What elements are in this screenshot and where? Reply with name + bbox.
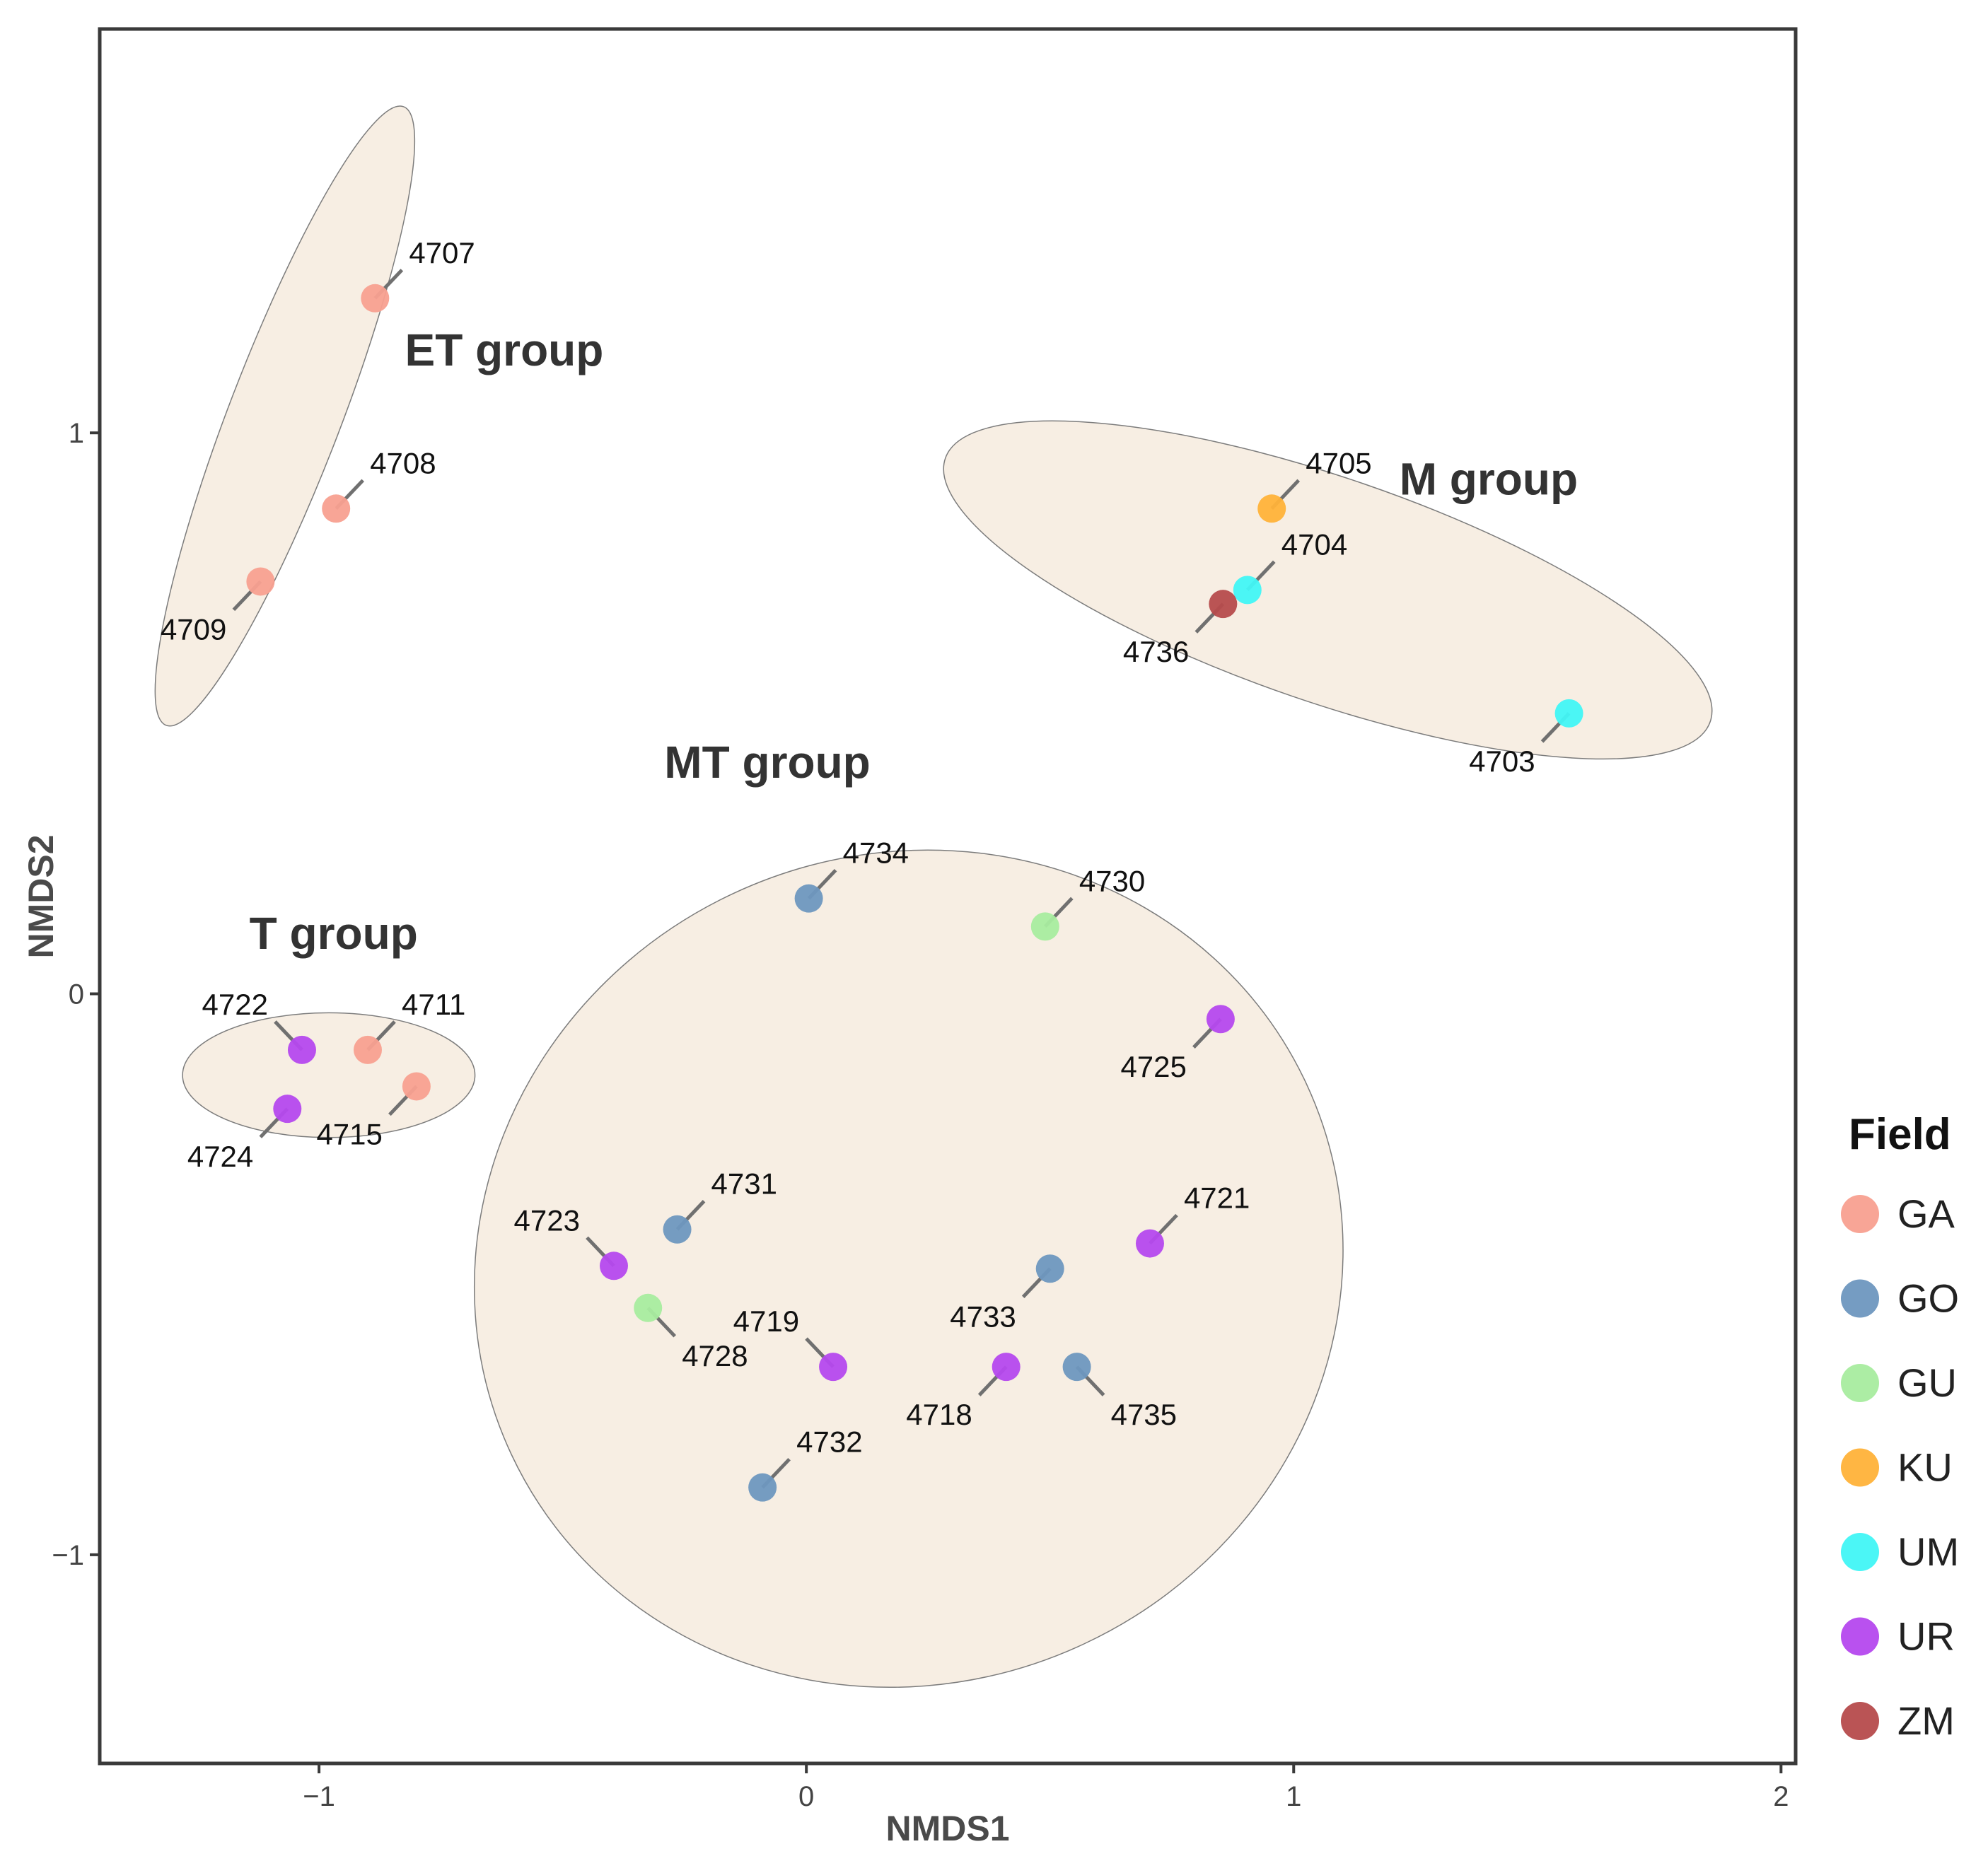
- point-label: 4731: [711, 1167, 777, 1201]
- y-tick-label: 0: [69, 979, 84, 1010]
- point-label: 4734: [843, 836, 909, 870]
- point-label: 4721: [1184, 1182, 1250, 1215]
- point-label: 4704: [1281, 527, 1347, 561]
- point-label: 4735: [1111, 1398, 1177, 1431]
- point-label: 4722: [202, 988, 268, 1021]
- legend-key-um: [1841, 1533, 1879, 1571]
- point-4711: [353, 1035, 382, 1064]
- legend-key-ur: [1841, 1617, 1879, 1656]
- point-label: 4732: [796, 1425, 862, 1459]
- x-tick-label: 0: [798, 1781, 814, 1812]
- point-4707: [361, 284, 390, 313]
- point-label: 4733: [950, 1300, 1016, 1333]
- plot-panel-border: [98, 27, 1798, 1766]
- legend-title: Field: [1849, 1110, 1951, 1159]
- point-4734: [794, 884, 823, 913]
- point-4703: [1554, 699, 1583, 728]
- point-label: 4718: [906, 1398, 972, 1431]
- m-group-label: M group: [1400, 453, 1578, 504]
- t-group-label: T group: [250, 908, 418, 959]
- t-group-ellipse: [182, 1012, 476, 1138]
- legend-label: KU: [1897, 1445, 1953, 1490]
- point-label: 4736: [1123, 635, 1189, 668]
- legend-label: GO: [1897, 1276, 1959, 1321]
- point-4736: [1209, 590, 1238, 619]
- point-label: 4705: [1306, 446, 1371, 479]
- legend-label: UM: [1897, 1529, 1959, 1574]
- point-4705: [1257, 494, 1286, 523]
- point-label: 4730: [1079, 864, 1145, 897]
- point-4719: [819, 1353, 848, 1382]
- et-group-ellipse: [154, 105, 416, 727]
- legend-key-go: [1841, 1279, 1879, 1318]
- point-label: 4709: [161, 612, 226, 646]
- legend-label: ZM: [1897, 1698, 1955, 1743]
- mt-group-label: MT group: [664, 737, 870, 788]
- point-4721: [1135, 1229, 1164, 1258]
- point-4725: [1206, 1005, 1235, 1034]
- point-label: 4719: [733, 1305, 799, 1338]
- legend-label: GA: [1897, 1191, 1955, 1236]
- point-label: 4725: [1120, 1050, 1186, 1083]
- point-4708: [322, 494, 351, 523]
- legend: Field GA GO GU KU UM UR ZM: [1841, 1110, 1959, 1743]
- point-4724: [273, 1095, 302, 1124]
- point-4723: [599, 1252, 628, 1280]
- point-4704: [1233, 576, 1262, 605]
- point-label: 4703: [1469, 745, 1535, 778]
- x-tick-label: 1: [1286, 1781, 1301, 1812]
- point-label: 4711: [402, 988, 465, 1021]
- legend-label: UR: [1897, 1614, 1955, 1659]
- point-label: 4728: [682, 1339, 748, 1372]
- point-4730: [1030, 912, 1059, 941]
- y-tick-label: 1: [69, 418, 84, 449]
- et-group-label: ET group: [405, 325, 604, 375]
- mt-group-ellipse: [473, 849, 1344, 1688]
- legend-label: GU: [1897, 1360, 1957, 1405]
- x-tick-label: 2: [1773, 1781, 1789, 1812]
- legend-key-zm: [1841, 1702, 1879, 1740]
- point-4715: [402, 1072, 431, 1101]
- x-tick-label: −1: [303, 1781, 335, 1812]
- point-label: 4715: [316, 1117, 382, 1150]
- point-4722: [287, 1035, 316, 1064]
- point-label: 4724: [187, 1140, 253, 1173]
- legend-key-ga: [1841, 1195, 1879, 1233]
- legend-key-ku: [1841, 1448, 1879, 1487]
- y-tick-label: −1: [52, 1540, 84, 1571]
- legend-key-gu: [1841, 1364, 1879, 1402]
- point-label: 4723: [514, 1203, 580, 1237]
- point-4728: [634, 1293, 663, 1322]
- point-4709: [246, 567, 275, 596]
- point-4718: [992, 1353, 1021, 1382]
- point-4735: [1062, 1353, 1091, 1382]
- m-group-ellipse: [943, 420, 1713, 760]
- x-axis-title: NMDS1: [885, 1809, 1009, 1848]
- y-axis-title: NMDS2: [21, 834, 61, 958]
- point-label: 4708: [370, 446, 436, 479]
- point-4731: [663, 1215, 692, 1244]
- point-label: 4707: [409, 236, 475, 269]
- point-4732: [748, 1473, 777, 1502]
- point-4733: [1035, 1254, 1064, 1283]
